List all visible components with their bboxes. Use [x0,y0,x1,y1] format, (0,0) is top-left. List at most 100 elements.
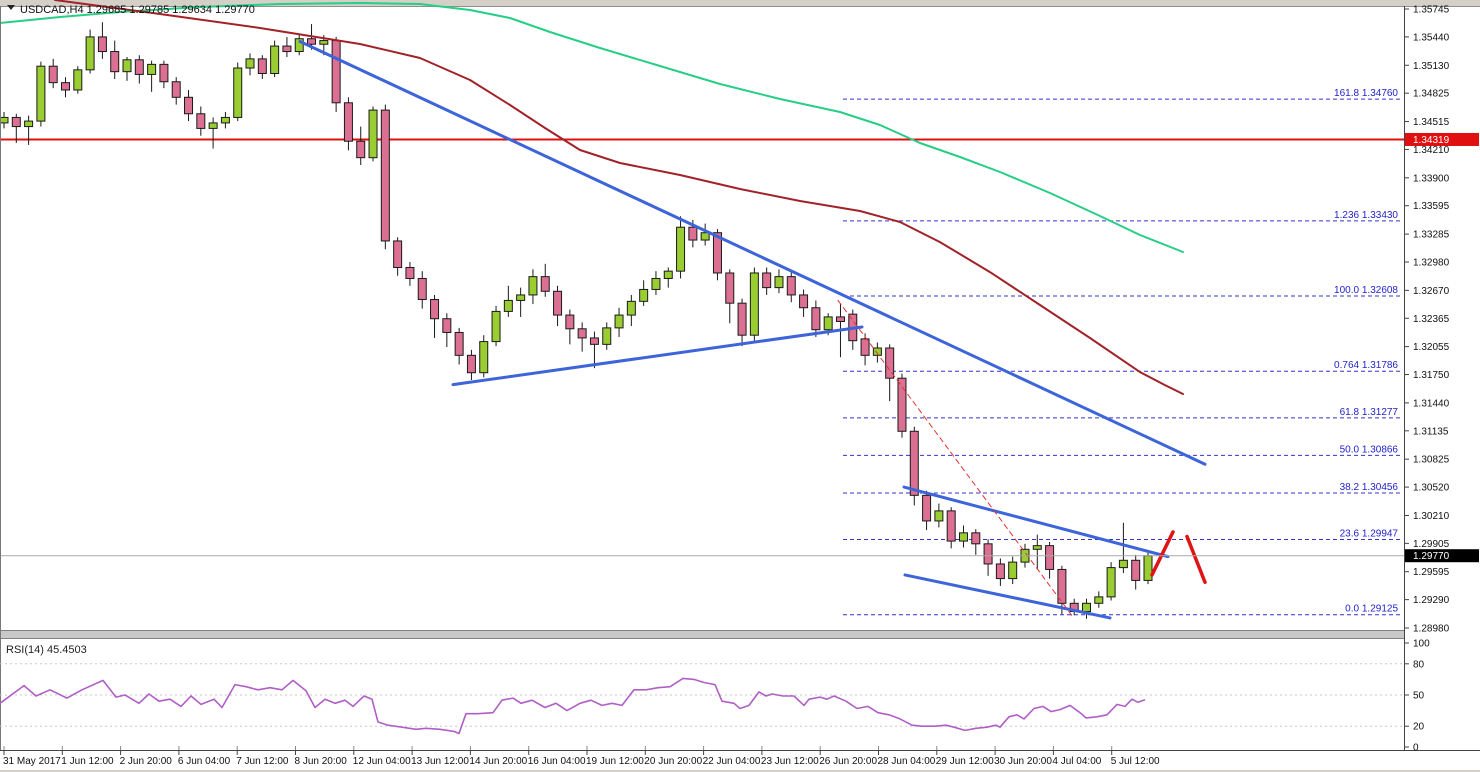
fib-level-label: 1.236 1.33430 [1334,210,1398,221]
candle-up [1106,567,1116,598]
candle-up [676,226,686,272]
projection-up-mark[interactable] [1150,530,1175,577]
channel-lower-line[interactable] [903,573,1112,620]
fib-level-label: 0.0 1.29125 [1345,604,1398,615]
candle-up [602,327,612,345]
window-frame-top [0,0,1480,6]
time-tick-label: 31 May 2017 [3,756,61,767]
price-tick-label: 1.35745 [1413,5,1450,16]
candle-up [233,67,243,118]
time-tick-label: 26 Jun 20:00 [819,756,877,767]
candle-up [294,38,304,53]
candle-down [835,316,845,322]
candle-up [614,314,624,329]
rsi-line [0,677,1146,735]
candle-up [147,63,157,75]
symbol-dropdown-icon[interactable] [7,5,15,10]
candle-down [48,65,58,84]
time-axis[interactable]: 31 May 2017 1 Jun 12:00 2 Jun 20:00 6 Jun 0… [3,746,1160,767]
triangle-support-line[interactable] [451,325,864,387]
price-tick-label: 1.35440 [1413,32,1450,43]
candle-down [897,377,907,432]
price-tick-label: 1.29905 [1413,539,1450,550]
candle-up [270,45,280,75]
price-tick-label: 1.33595 [1413,201,1450,212]
price-tick-label: 1.33900 [1413,173,1450,184]
candle-up [1094,596,1104,604]
time-tick-label: 28 Jun 04:00 [878,756,936,767]
major-downtrend-line[interactable] [298,39,1207,466]
candle-down [688,226,698,241]
candle-down [430,299,440,320]
candle-down [983,543,993,565]
rsi-indicator-label: RSI(14) 45.4503 [6,644,87,656]
price-axis-background[interactable] [1405,0,1480,772]
candle-down [405,266,415,279]
candle-down [712,232,722,274]
candle-up [663,270,673,279]
rsi-tick-label: 80 [1413,659,1425,670]
candle-up [516,294,526,301]
candle-down [946,510,956,542]
candle-down [331,40,341,104]
price-tick-label: 1.32055 [1413,342,1450,353]
price-badge [1405,549,1479,563]
price-tick-label: 1.33285 [1413,230,1450,241]
fib-level-label: 61.8 1.31277 [1340,407,1399,418]
candle-down [737,302,747,336]
projection-down-mark[interactable] [1185,534,1207,584]
candle-down [540,276,550,292]
candle-down [995,563,1005,580]
candle-down [61,82,71,91]
time-tick-label: 20 Jun 20:00 [644,756,702,767]
price-axis[interactable]: 1.35745 1.35440 1.35130 1.34825 1.34515 1.342… [1404,5,1450,635]
price-tick-label: 1.31440 [1413,398,1450,409]
candle-up [1081,602,1091,613]
time-tick-label: 4 Jul 04:00 [1052,756,1101,767]
candle-down [257,58,267,75]
time-tick-label: 19 Jun 12:00 [586,756,644,767]
price-badge [1405,132,1479,146]
candle-down [380,109,390,242]
candle-up [503,299,513,312]
price-tick-label: 1.29595 [1413,567,1450,578]
candle-up [24,120,34,128]
rsi-tick-label: 50 [1413,691,1425,702]
time-tick-label: 6 Jun 04:00 [178,756,231,767]
candle-up [122,59,132,73]
candle-down [11,116,21,128]
candle-up [528,276,538,296]
price-tick-label: 1.30210 [1413,511,1450,522]
fib-level-label: 23.6 1.29947 [1340,529,1399,540]
candle-up [85,36,95,71]
rsi-axis[interactable]: 100 80 50 20 0 [1404,639,1430,754]
candle-down [171,81,181,98]
time-tick-label: 23 Jun 12:00 [761,756,819,767]
time-tick-label: 30 Jun 20:00 [994,756,1052,767]
candle-up [0,116,9,124]
candle-down [159,63,169,83]
pane-divider[interactable] [0,631,1404,638]
candle-down [307,38,317,45]
price-tick-label: 1.35130 [1413,61,1450,72]
trendlines[interactable] [298,39,1207,620]
fib-retracement-lines[interactable]: 161.8 1.34760 1.236 1.33430 100.0 1.32608 0… [843,88,1403,616]
time-tick-label: 7 Jun 12:00 [236,756,289,767]
price-tick-label: 1.34210 [1413,145,1450,156]
candle-down [454,331,464,356]
rsi-level-gridlines [0,663,1404,727]
price-badge-label: 1.34319 [1413,135,1450,146]
window-frame-bottom [0,770,1480,772]
rsi-tick-label: 0 [1413,743,1419,754]
rsi-value-line [0,677,1146,735]
candle-up [220,116,230,124]
slow-darkred-ma [54,0,1184,395]
candle-down [134,59,144,75]
candle-up [934,510,944,522]
price-tick-label: 1.31135 [1413,426,1449,437]
channel-upper-line[interactable] [902,485,1170,559]
price-tick-label: 1.30520 [1413,483,1450,494]
fast-green-ma [0,2,1184,253]
projection-dashed-line[interactable] [837,299,1074,618]
